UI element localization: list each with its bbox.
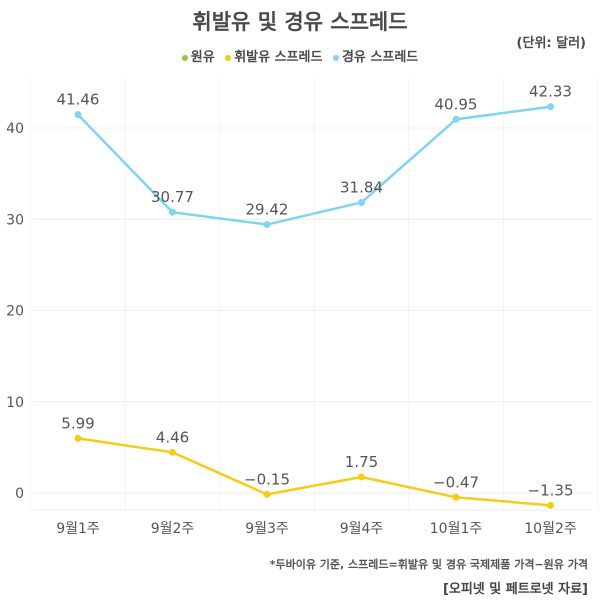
legend-marker-diesel (332, 54, 339, 61)
data-label: 31.84 (340, 178, 383, 196)
legend-marker-gasoline (225, 54, 232, 61)
data-point (452, 115, 460, 123)
data-point (358, 473, 365, 481)
data-label: 1.75 (345, 453, 378, 471)
legend-label-gasoline: 휘발유 스프레드 (234, 50, 323, 65)
x-tick-label: 9월1주 (56, 521, 100, 537)
legend-label-diesel: 경유 스프레드 (341, 50, 419, 65)
data-label: −1.35 (528, 481, 574, 499)
data-label: −0.15 (244, 470, 290, 488)
y-tick-label: 20 (6, 304, 24, 320)
data-point (169, 448, 176, 456)
legend-item-crude: 원유 (181, 46, 215, 65)
x-tick-label: 9월4주 (340, 521, 384, 537)
data-point (547, 103, 554, 111)
series-line-1 (77, 437, 551, 507)
data-point (74, 434, 82, 442)
data-point (452, 493, 460, 501)
legend-label-crude: 원유 (190, 50, 215, 65)
data-point (263, 221, 271, 229)
data-label: 29.42 (246, 201, 289, 219)
x-tick-label: 9월2주 (151, 521, 195, 537)
data-point (358, 198, 365, 206)
footnote: *두바이유 기준, 스프레드=휘발유 및 경유 국제제품 가격−원유 가격 (269, 558, 588, 571)
y-tick-label: 10 (6, 395, 24, 411)
chart-title: 휘발유 및 경유 스프레드 (192, 10, 408, 34)
data-label: 40.95 (435, 95, 478, 113)
x-tick-label: 10월1주 (430, 521, 483, 537)
series-line-2 (77, 105, 551, 226)
data-point (169, 208, 176, 216)
legend: 원유 휘발유 스프레드 경유 스프레드 (0, 46, 600, 65)
unit-label: (단위: 달러) (516, 36, 586, 51)
data-point (547, 501, 554, 509)
data-label: 42.33 (529, 83, 572, 101)
data-label: 30.77 (151, 188, 194, 206)
x-tick-label: 9월3주 (245, 521, 289, 537)
legend-marker-crude (181, 54, 188, 61)
x-tick-label: 10월2주 (524, 521, 577, 537)
data-label: 4.46 (156, 428, 189, 446)
data-label: 5.99 (61, 414, 94, 432)
source-label: [오피넷 및 페트로넷 자료] (442, 582, 588, 597)
data-label: 41.46 (57, 91, 100, 109)
data-label: −0.47 (433, 473, 479, 491)
legend-item-diesel: 경유 스프레드 (332, 46, 419, 65)
y-tick-label: 40 (6, 121, 24, 137)
y-tick-label: 30 (6, 212, 24, 228)
data-point (263, 490, 271, 498)
data-point (74, 111, 82, 119)
legend-item-gasoline: 휘발유 스프레드 (225, 46, 322, 65)
y-tick-label: 0 (15, 486, 24, 502)
